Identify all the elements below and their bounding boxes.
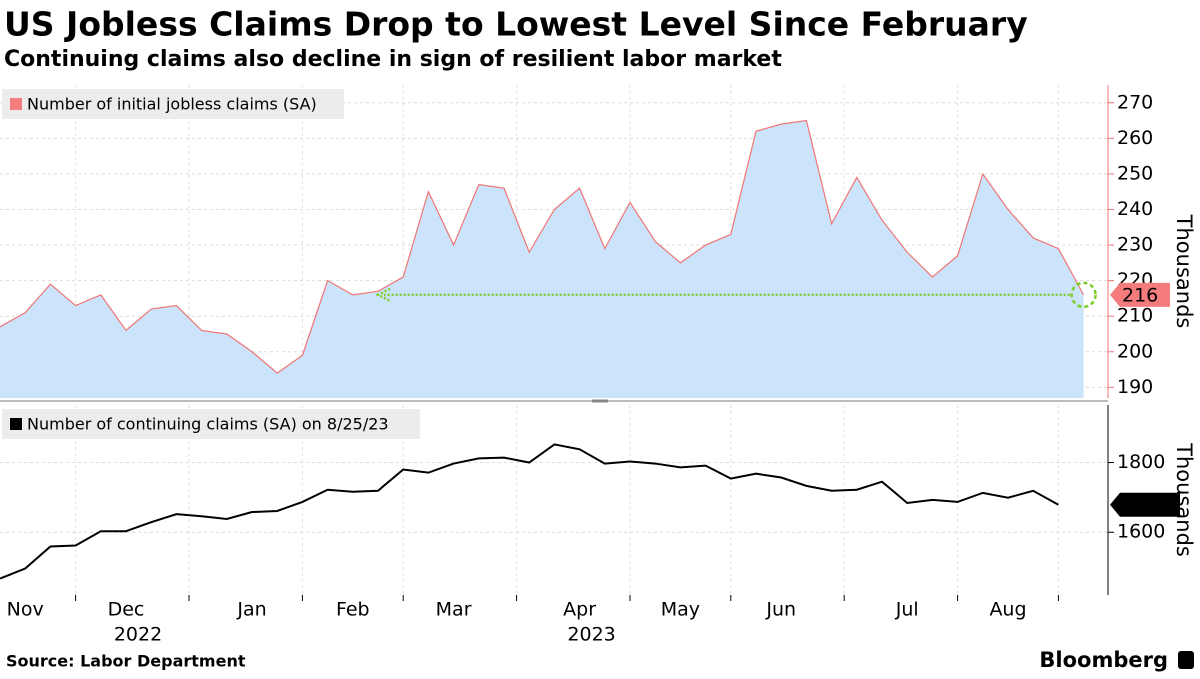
brand-icon: [1178, 651, 1194, 669]
brand: Bloomberg: [1039, 648, 1168, 672]
x-tick-label: Dec: [108, 599, 145, 621]
legend-label: Number of initial jobless claims (SA): [27, 95, 317, 114]
area-line: [0, 119, 1085, 374]
source: Source: Labor Department: [6, 652, 246, 671]
last-value-tag: [1110, 282, 1170, 307]
line: [0, 443, 1059, 580]
y-tick-label: 1600: [1117, 521, 1165, 543]
y-tick-label: 1800: [1117, 451, 1165, 473]
last-value-label: 1679: [1122, 494, 1170, 516]
y-tick-label: 230: [1117, 234, 1153, 256]
y-tick-label: 250: [1117, 162, 1153, 184]
y-tick-label: 200: [1117, 340, 1153, 362]
x-tick-label: Jun: [765, 599, 796, 621]
x-tick-label: Mar: [436, 599, 472, 621]
last-value-label: 216: [1122, 284, 1158, 306]
subtitle: Continuing claims also decline in sign o…: [4, 47, 782, 72]
title: US Jobless Claims Drop to Lowest Level S…: [4, 5, 1028, 44]
highlight-circle: [1070, 281, 1097, 309]
x-tick-label: May: [661, 599, 700, 621]
x-year-label: 2022: [114, 624, 162, 646]
y-tick-label: 190: [1117, 376, 1153, 398]
last-value-tag: [1110, 492, 1180, 517]
y-tick-label: 240: [1117, 198, 1153, 220]
x-tick-label: Apr: [563, 599, 596, 621]
y-axis-title: Thousands: [1172, 214, 1196, 329]
legend-label: Number of continuing claims (SA) on 8/25…: [27, 415, 389, 434]
x-tick-label: Feb: [336, 599, 370, 621]
legend-swatch: [10, 98, 22, 110]
legend-swatch: [10, 418, 22, 430]
x-tick-label: Jul: [895, 599, 919, 621]
x-tick-label: Nov: [7, 599, 44, 621]
x-tick-label: Aug: [989, 599, 1026, 621]
y-tick-label: 210: [1117, 305, 1153, 327]
y-tick-label: 270: [1117, 91, 1153, 113]
y-tick-label: 260: [1117, 127, 1153, 149]
legend-bg: [2, 89, 344, 119]
area-fill: [0, 120, 1084, 399]
arrow-head: [375, 287, 391, 302]
legend-bg: [2, 409, 420, 439]
x-tick-label: Jan: [236, 599, 266, 621]
x-year-label: 2023: [567, 624, 615, 646]
